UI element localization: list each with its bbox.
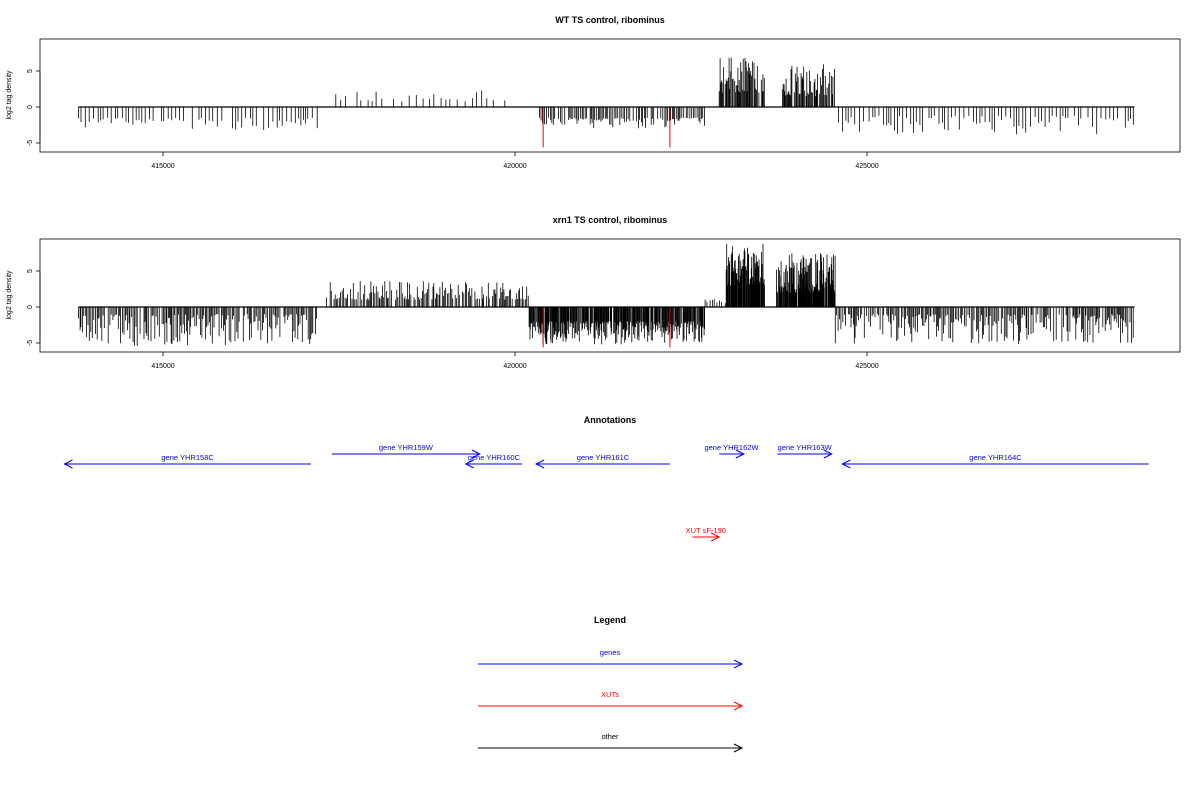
annotation-label: gene YHR162W xyxy=(704,443,759,452)
legend-arrow xyxy=(478,701,744,711)
y-tick-label: -5 xyxy=(27,140,34,146)
x-tick-label: 425000 xyxy=(855,363,878,370)
x-tick-label: 420000 xyxy=(503,163,526,170)
panel-wt: WT TS control, ribominus log2 tag densit… xyxy=(6,15,1181,170)
legend-arrow xyxy=(478,743,744,753)
y-tick-label: 5 xyxy=(27,269,34,273)
panel-xrn1: xrn1 TS control, ribominus log2 tag dens… xyxy=(6,215,1181,370)
annotation-label: gene YHR159W xyxy=(379,443,434,452)
annotation-arrow xyxy=(777,449,833,459)
y-tick-label: 0 xyxy=(27,105,34,109)
annotations-title: Annotations xyxy=(584,415,637,425)
annotation-arrow xyxy=(63,459,311,469)
annotation-label: gene YHR158C xyxy=(161,453,214,462)
y-tick-label: 0 xyxy=(27,305,34,309)
y-axis-label-wt: log2 tag density xyxy=(6,70,13,120)
legend-label: other xyxy=(601,732,619,741)
annotation-label: XUT sF-190 xyxy=(686,526,726,535)
bars-wt xyxy=(78,57,1135,148)
x-tick-label: 415000 xyxy=(151,363,174,370)
annotation-arrow xyxy=(692,532,721,542)
plot-frame-wt xyxy=(39,38,1181,153)
plot-frame-xrn1 xyxy=(39,238,1181,353)
panel-title-xrn1: xrn1 TS control, ribominus xyxy=(553,215,668,225)
annotation-arrow xyxy=(331,449,481,459)
x-tick-label: 425000 xyxy=(855,163,878,170)
annotation-label: gene YHR161C xyxy=(577,453,630,462)
bars-xrn1 xyxy=(78,243,1135,348)
y-tick-label: 5 xyxy=(27,69,34,73)
annotation-label: gene YHR163W xyxy=(778,443,833,452)
x-tick-label: 415000 xyxy=(151,163,174,170)
annotation-arrow xyxy=(464,459,523,469)
y-axis-label-xrn1: log2 tag density xyxy=(6,270,13,320)
x-axis-xrn1: 415000 420000 425000 xyxy=(151,352,879,370)
annotation-arrow xyxy=(719,449,745,459)
legend-label: XUTs xyxy=(601,690,619,699)
annotation-label: gene YHR160C xyxy=(468,453,521,462)
x-axis-wt: 415000 420000 425000 xyxy=(151,152,879,170)
legend: Legend genes XUTs other xyxy=(478,615,744,753)
annotation-arrow xyxy=(535,459,670,469)
annotation-label: gene YHR164C xyxy=(969,453,1022,462)
legend-label: genes xyxy=(600,648,621,657)
y-axis-wt: log2 tag density 5 0 -5 xyxy=(6,69,41,146)
y-tick-label: -5 xyxy=(27,340,34,346)
panel-title-wt: WT TS control, ribominus xyxy=(555,15,665,25)
annotation-arrow xyxy=(841,459,1149,469)
legend-title: Legend xyxy=(594,615,626,625)
legend-items: genes XUTs other xyxy=(478,648,744,753)
y-axis-xrn1: log2 tag density 5 0 -5 xyxy=(6,269,41,346)
annotation-features: gene YHR158C gene YHR159W gene YHR160C gene… xyxy=(63,443,1149,542)
legend-arrow xyxy=(478,659,744,669)
x-tick-label: 420000 xyxy=(503,363,526,370)
